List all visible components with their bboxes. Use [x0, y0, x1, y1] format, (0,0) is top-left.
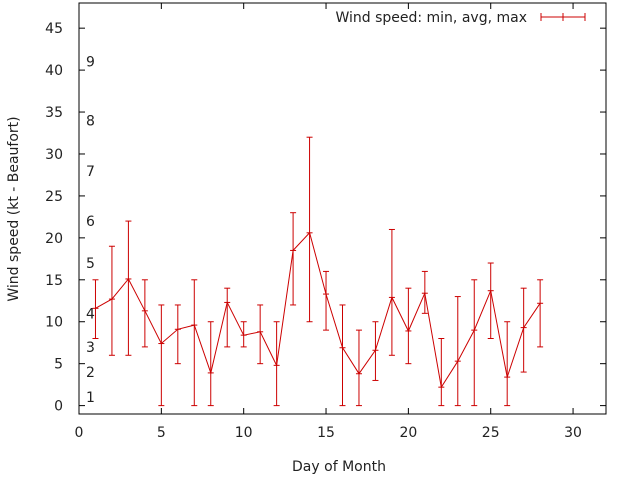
beaufort-label: 6: [86, 214, 95, 230]
y-tick-label: 15: [45, 273, 63, 289]
data-point: [108, 245, 115, 356]
data-point: [405, 287, 412, 365]
data-point: [339, 304, 346, 407]
data-point: [520, 287, 527, 373]
plot-frame: [78, 2, 607, 415]
y-tick-label: 5: [54, 357, 63, 373]
data-point: [438, 338, 445, 407]
data-point: [290, 212, 297, 306]
data-point: [92, 279, 99, 340]
data-point: [355, 329, 362, 407]
data-point: [454, 296, 461, 407]
data-point: [240, 321, 247, 348]
y-axis-label: Wind speed (kt - Beaufort): [6, 116, 22, 301]
legend: Wind speed: min, avg, max: [335, 10, 586, 26]
series-layer: [92, 136, 544, 407]
beaufort-label: 8: [86, 113, 95, 129]
data-point: [191, 279, 198, 407]
data-point: [125, 220, 132, 356]
beaufort-scale: 1 2 3 4 5 6 7 8 9: [86, 55, 95, 407]
y-tick-label: 35: [45, 105, 63, 121]
data-point: [323, 270, 330, 331]
data-point: [537, 279, 544, 348]
beaufort-label: 9: [86, 55, 95, 71]
y-tick-label: 0: [54, 399, 63, 415]
data-point: [207, 321, 214, 407]
beaufort-label: 7: [86, 164, 95, 180]
y-tick-label: 10: [45, 315, 63, 331]
x-tick-label: 10: [235, 425, 253, 441]
y-tick-label: 25: [45, 189, 63, 205]
beaufort-label: 3: [86, 340, 95, 356]
data-point: [504, 321, 511, 407]
x-axis: 0 5 10 15 20 25 30: [75, 3, 582, 441]
x-axis-label: Day of Month: [292, 459, 386, 475]
data-point: [372, 321, 379, 381]
beaufort-label: 4: [86, 306, 95, 322]
data-point: [158, 304, 165, 407]
x-tick-label: 30: [564, 425, 582, 441]
data-point: [306, 136, 313, 323]
data-point: [471, 279, 478, 407]
y-tick-label: 30: [45, 147, 63, 163]
y-tick-label: 40: [45, 63, 63, 79]
data-point: [273, 321, 280, 407]
series-line: [95, 231, 541, 389]
y-tick-label: 20: [45, 231, 63, 247]
data-point: [224, 287, 231, 348]
beaufort-label: 1: [86, 390, 95, 406]
data-point: [487, 262, 494, 340]
y-tick-label: 45: [45, 21, 63, 37]
x-tick-label: 0: [75, 425, 84, 441]
x-tick-label: 15: [317, 425, 335, 441]
data-point: [141, 279, 148, 348]
data-point: [174, 304, 181, 365]
x-tick-label: 20: [399, 425, 417, 441]
data-point: [388, 228, 395, 356]
legend-label: Wind speed: min, avg, max: [335, 10, 527, 26]
x-tick-label: 25: [482, 425, 500, 441]
data-point: [257, 304, 264, 365]
beaufort-label: 5: [86, 256, 95, 272]
data-point: [421, 270, 428, 314]
beaufort-label: 2: [86, 365, 95, 381]
x-tick-label: 5: [157, 425, 166, 441]
